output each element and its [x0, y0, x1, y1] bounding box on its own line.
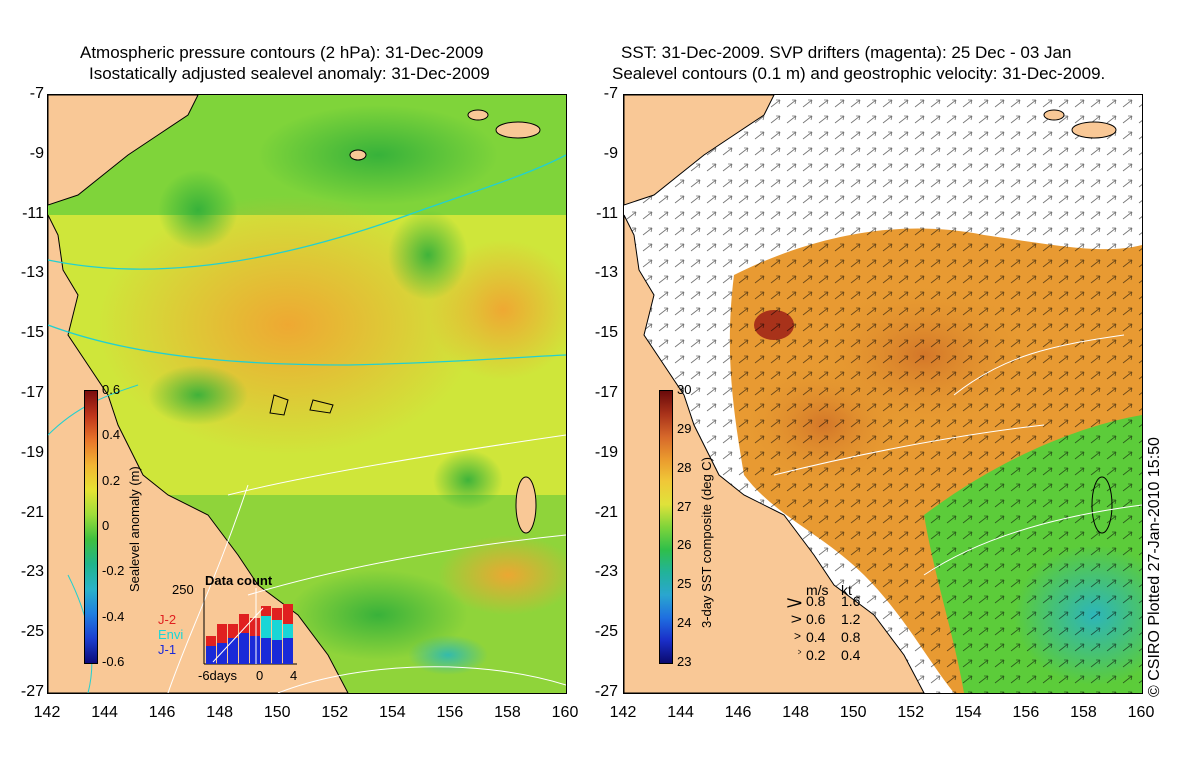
x-tick-label: 156 [1012, 704, 1040, 721]
colorbar-tick-label: 24 [677, 615, 692, 631]
y-tick-label: -27 [594, 683, 618, 700]
y-tick-label: -9 [603, 144, 618, 162]
legend-j1: J-1 [158, 642, 177, 657]
velocity-arrow-icon: > [797, 647, 801, 657]
velocity-key-ms-value: 0.4 [806, 629, 826, 645]
colorbar-tick-label: -0.2 [102, 563, 125, 579]
x-tick-label: 142 [33, 704, 61, 721]
velocity-key-kt-value: 0.4 [841, 647, 861, 663]
velocity-key-ms-value: 0.6 [806, 611, 826, 627]
x-tick-label: 152 [321, 704, 349, 721]
x-tick-label: 158 [1070, 704, 1097, 721]
x-tick-label: 154 [954, 704, 982, 721]
y-tick-label: -19 [20, 443, 44, 461]
y-tick-label: -11 [596, 204, 618, 222]
velocity-key-ms-value: 0.8 [806, 593, 826, 609]
velocity-arrow-icon: > [790, 611, 802, 628]
inset-title: Data count [205, 573, 273, 588]
y-tick-label: -11 [22, 204, 44, 222]
x-tick-label: 146 [724, 704, 752, 721]
x-tick-label: 158 [494, 704, 521, 721]
x-tick-label: 144 [91, 704, 118, 721]
right-title-line2: Sealevel contours (0.1 m) and geostrophi… [612, 64, 1106, 83]
y-tick-label: -25 [20, 623, 44, 641]
colorbar-tick-label: 27 [677, 498, 692, 514]
inset-x-label-start: -6days [198, 668, 238, 683]
y-tick-label: -15 [20, 324, 44, 342]
velocity-key-kt-value: 1.2 [841, 611, 861, 627]
y-tick-label: -21 [594, 503, 618, 521]
y-tick-label: -27 [20, 683, 44, 700]
x-tick-label: 144 [667, 704, 694, 721]
sealevel-map-graphic [48, 95, 566, 693]
colorbar-tick-label: 26 [677, 537, 692, 553]
y-tick-label: -7 [29, 85, 44, 102]
inset-x-label-zero: 0 [256, 668, 264, 683]
sst-colorbar [659, 390, 673, 664]
colorbar-tick-label: 0 [102, 518, 110, 533]
velocity-key-kt-value: 1.6 [841, 593, 861, 609]
right-title-line1: SST: 31-Dec-2009. SVP drifters (magenta)… [621, 43, 1072, 62]
x-tick-label: 148 [206, 704, 233, 721]
left-title-line2: Isostatically adjusted sealevel anomaly:… [89, 64, 490, 83]
plot-credit: © CSIRO Plotted 27-Jan-2010 15:50 [1146, 437, 1163, 697]
colorbar-tick-label: 0.2 [102, 472, 121, 488]
y-tick-label: -17 [594, 384, 618, 401]
y-tick-label: -23 [20, 563, 44, 581]
left-title-line1: Atmospheric pressure contours (2 hPa): 3… [80, 43, 484, 62]
colorbar-tick-label: 25 [677, 576, 692, 592]
colorbar-tick-label: -0.4 [102, 608, 125, 624]
legend-j2: J-2 [158, 612, 177, 627]
y-tick-label: -25 [594, 623, 618, 641]
y-tick-label: -13 [20, 264, 44, 282]
velocity-key-kt-value: 0.8 [841, 629, 861, 645]
velocity-arrow-icon: > [785, 593, 803, 613]
x-tick-label: 142 [609, 704, 637, 721]
velocity-key-kt-header: kt [841, 582, 852, 598]
colorbar-tick-label: -0.6 [102, 654, 125, 669]
inset-ymax-label: 250 [172, 582, 194, 597]
y-tick-label: -15 [594, 324, 618, 342]
x-tick-label: 154 [378, 704, 406, 721]
y-tick-label: -23 [594, 563, 618, 581]
y-tick-label: -21 [20, 503, 44, 521]
inset-x-label-end: 4 [290, 668, 298, 683]
velocity-key-ms-header: m/s [806, 582, 829, 598]
x-tick-label: 150 [263, 704, 291, 721]
sst-velocity-map [623, 94, 1143, 694]
y-tick-label: -13 [594, 264, 618, 282]
legend-envi: Envi [158, 627, 184, 642]
sst-colorbar-label: 3-day SST composite (deg C) [699, 457, 714, 628]
y-tick-label: -9 [29, 144, 44, 162]
sealevel-colorbar-label: Sealevel anomaly (m) [127, 466, 142, 592]
x-tick-label: 160 [551, 704, 579, 721]
velocity-arrow-icon: > [794, 629, 802, 643]
colorbar-tick-label: 29 [677, 420, 692, 436]
sst-map-graphic [624, 95, 1142, 693]
x-tick-label: 152 [897, 704, 925, 721]
colorbar-tick-label: 0.6 [102, 382, 121, 397]
x-tick-label: 150 [839, 704, 867, 721]
sealevel-anomaly-map [47, 94, 567, 694]
colorbar-tick-label: 0.4 [102, 427, 121, 443]
y-tick-label: -19 [594, 443, 618, 461]
colorbar-tick-label: 30 [677, 382, 692, 397]
colorbar-tick-label: 28 [677, 459, 692, 475]
x-tick-label: 156 [436, 704, 464, 721]
y-tick-label: -7 [603, 85, 618, 102]
y-tick-label: -17 [20, 384, 44, 401]
inset-bar-chart [203, 588, 297, 665]
x-tick-label: 148 [782, 704, 809, 721]
colorbar-tick-label: 23 [677, 654, 692, 669]
velocity-key-ms-value: 0.2 [806, 647, 826, 663]
x-tick-label: 160 [1127, 704, 1155, 721]
sealevel-colorbar [84, 390, 98, 664]
x-tick-label: 146 [148, 704, 176, 721]
